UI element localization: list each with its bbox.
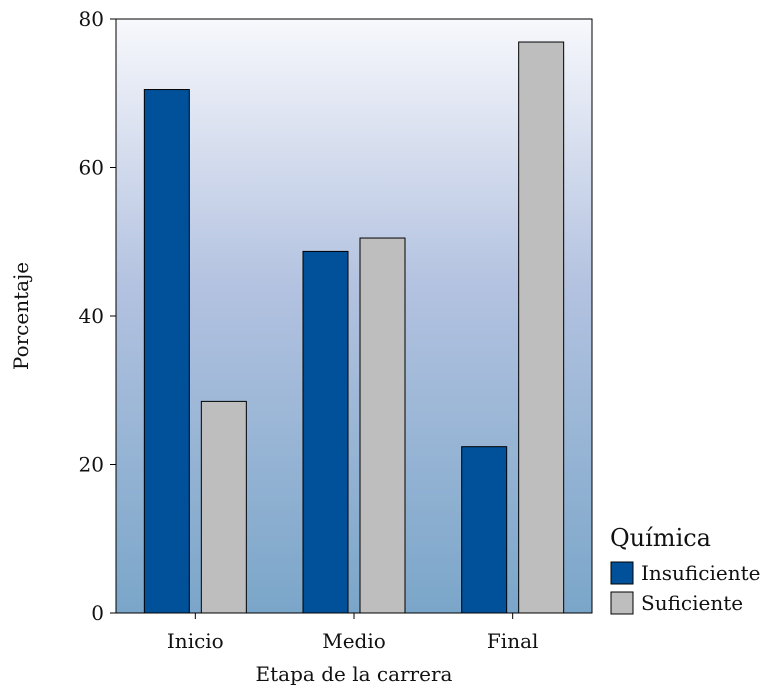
y-axis: 0 20 40 60 80 — [79, 7, 116, 625]
y-tick-label: 40 — [79, 304, 104, 328]
bar-insuficiente-medio — [302, 250, 349, 614]
legend-title: Química — [610, 524, 711, 552]
x-tick-label: Final — [487, 629, 538, 653]
x-axis-label: Etapa de la carrera — [256, 662, 453, 686]
bar-insuficiente-final — [461, 446, 508, 614]
x-tick-label: Inicio — [167, 629, 224, 653]
bar-insuficiente-inicio — [143, 89, 190, 614]
y-tick-label: 20 — [79, 453, 104, 477]
legend-swatch-suficiente — [610, 591, 634, 615]
legend-label-insuficiente: Insuficiente — [641, 561, 760, 585]
x-axis: Inicio Medio Final — [167, 613, 538, 653]
y-tick-label: 60 — [79, 156, 104, 180]
bars-layer — [143, 41, 565, 614]
y-tick-label: 80 — [79, 7, 104, 31]
bar-suficiente-inicio — [200, 400, 247, 614]
bar-suficiente-medio — [359, 237, 406, 614]
legend-swatch-insuficiente — [610, 561, 634, 585]
bar-suficiente-final — [518, 41, 565, 614]
legend-label-suficiente: Suficiente — [641, 591, 743, 615]
y-tick-label: 0 — [91, 601, 104, 625]
legend: Química Insuficiente Suficiente — [610, 524, 760, 615]
y-axis-label: Porcentaje — [9, 262, 33, 370]
x-tick-label: Medio — [322, 629, 386, 653]
plot-area — [115, 18, 593, 614]
